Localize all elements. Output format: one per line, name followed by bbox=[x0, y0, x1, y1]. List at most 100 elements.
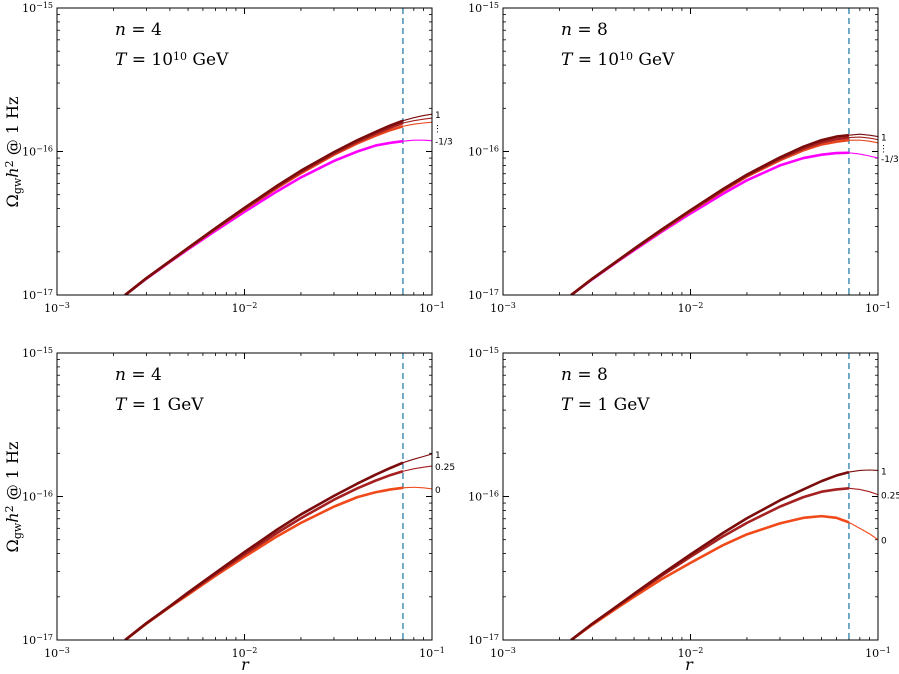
panel-top-right-series-3-label: -1/3 bbox=[881, 155, 899, 165]
panel-top-right-annot-T: T = 1010 GeV bbox=[561, 50, 675, 71]
panel-top-right-x-tick-label-exp: −2 bbox=[692, 301, 704, 310]
panel-bottom-left-y-tick-label-base: 10 bbox=[22, 634, 36, 647]
panel-bottom-right-y-tick-label: 10−16 bbox=[468, 489, 499, 503]
panel-bottom-left-x-tick-label: 10−2 bbox=[232, 646, 258, 660]
panel-bottom-left-y-tick-label: 10−16 bbox=[22, 489, 53, 503]
panel-top-right-series-3-tail bbox=[848, 152, 879, 159]
panel-bottom-left-frame bbox=[56, 352, 433, 641]
panel-top-left-series-0-label: 1 bbox=[435, 111, 441, 121]
panel-top-left-annot-T-val: = 10 bbox=[126, 50, 173, 70]
panel-top-right-x-tick-label: 10−2 bbox=[678, 301, 704, 315]
panel-top-left-series-1-tail bbox=[402, 117, 433, 124]
panel-bottom-left-y-tick-label: 10−15 bbox=[22, 346, 53, 360]
panel-top-right-x-tick-label-base: 10 bbox=[865, 302, 879, 315]
panel-top-left-series-0-tail bbox=[402, 113, 433, 122]
panel-top-left-label-dots: ⋮ bbox=[433, 124, 442, 134]
panel-bottom-left-series-2-tail bbox=[402, 486, 433, 490]
panel-bottom-right-y-tick-label-exp: −15 bbox=[482, 346, 499, 355]
panel-bottom-right-x-tick-label: 10−2 bbox=[678, 646, 704, 660]
panel-top-left-x-tick-label: 10−2 bbox=[232, 301, 258, 315]
panel-top-right-annot-T-var: T bbox=[561, 50, 574, 70]
panel-bottom-right-annot-n-var: n bbox=[561, 365, 572, 385]
panel-bottom-left-annot-n-val: = 4 bbox=[126, 365, 162, 385]
panel-top-right-x-tick-label-exp: −3 bbox=[504, 301, 516, 310]
panel-top-left-series-1-line bbox=[124, 121, 404, 295]
panel-bottom-right-y-tick-label-exp: −17 bbox=[482, 633, 499, 642]
panel-top-left-y-tick-label: 10−17 bbox=[22, 288, 53, 302]
panel-top-left-annot-n: n = 4 bbox=[115, 20, 162, 40]
panel-top-right-y-tick-label: 10−17 bbox=[468, 288, 499, 302]
panel-bottom-left-y-tick-label-base: 10 bbox=[22, 347, 36, 360]
panel-top-left-y-tick-label-base: 10 bbox=[22, 289, 36, 302]
panel-top-left-y-tick-label-base: 10 bbox=[22, 146, 36, 159]
panel-bottom-left-series-0-label: 1 bbox=[435, 451, 441, 461]
panel-top-right-y-tick-label-base: 10 bbox=[468, 289, 482, 302]
panel-bottom-right-x-tick-label: 10−1 bbox=[865, 646, 891, 660]
y-axis-label-top-base: Ω bbox=[3, 194, 22, 207]
panel-top-left-y-tick-label: 10−16 bbox=[22, 144, 53, 158]
panel-top-right-y-tick-label-exp: −15 bbox=[482, 1, 499, 10]
panel-top-right-annot-n-val: = 8 bbox=[572, 20, 608, 40]
panel-bottom-right-series-0-label: 1 bbox=[881, 467, 887, 477]
panel-top-left-y-tick-label-exp: −17 bbox=[36, 288, 53, 297]
panel-bottom-right-x-tick-label-exp: −1 bbox=[879, 646, 891, 655]
panel-bottom-left-x-tick-label: 10−3 bbox=[44, 646, 70, 660]
panel-top-left-x-tick-label-exp: −1 bbox=[433, 301, 445, 310]
panel-top-right-series-0-line bbox=[570, 133, 850, 295]
panel-bottom-left-x-tick-label-base: 10 bbox=[232, 647, 246, 660]
panel-top-right-annot-n-var: n bbox=[561, 20, 572, 40]
panel-top-right-x-tick-label-base: 10 bbox=[490, 302, 504, 315]
panel-bottom-right-y-tick-label: 10−15 bbox=[468, 346, 499, 360]
panel-top-left-annot-T: T = 1010 GeV bbox=[115, 50, 229, 71]
panel-bottom-right-annot-n: n = 8 bbox=[561, 365, 608, 385]
panel-top-left-series-3-tail bbox=[402, 139, 433, 142]
y-axis-label-bottom-sub: gw bbox=[11, 522, 24, 539]
panel-top-right-annot-T-unit: GeV bbox=[633, 50, 675, 70]
panel-top-right-annot-n: n = 8 bbox=[561, 20, 608, 40]
panel-bottom-left-x-tick-label-exp: −1 bbox=[433, 646, 445, 655]
panel-top-left-y-tick-label-exp: −16 bbox=[36, 144, 53, 153]
panel-bottom-right-y-tick-label: 10−17 bbox=[468, 633, 499, 647]
panel-bottom-right-x-tick-label-base: 10 bbox=[490, 647, 504, 660]
panel-top-right-series-1-line bbox=[570, 136, 850, 295]
panel-bottom-left-annot-T: T = 1 GeV bbox=[115, 395, 204, 415]
panel-top-right-x-tick-label: 10−1 bbox=[865, 301, 891, 315]
panel-top-right-annot-T-val: = 10 bbox=[572, 50, 619, 70]
panel-top-right-annot-T-exp: 10 bbox=[619, 50, 633, 63]
y-axis-label-bottom-sup: 2 bbox=[3, 505, 16, 512]
panel-top-left-series-3-label: -1/3 bbox=[435, 138, 453, 148]
y-axis-label-top-sub: gw bbox=[11, 177, 24, 194]
panel-top-right-x-tick-label-exp: −1 bbox=[879, 301, 891, 310]
y-axis-label-top-sup: 2 bbox=[3, 160, 16, 167]
panel-bottom-right-series-0-tail bbox=[848, 469, 879, 473]
panel-top-right-series-2-line bbox=[570, 138, 850, 295]
panel-bottom-left-y-tick-label-exp: −16 bbox=[36, 489, 53, 498]
panel-bottom-right-x-tick-label: 10−3 bbox=[490, 646, 516, 660]
panel-top-right-label-dots: ⋮ bbox=[879, 144, 888, 154]
panel-top-left-y-tick-label-base: 10 bbox=[22, 2, 36, 15]
panel-bottom-right-annot-T-val: = 1 GeV bbox=[572, 395, 650, 415]
panel-top-right-x-tick-label: 10−3 bbox=[490, 301, 516, 315]
panel-bottom-left-x-tick-label: 10−1 bbox=[419, 646, 445, 660]
panel-top-right-y-tick-label-exp: −16 bbox=[482, 144, 499, 153]
panel-bottom-right-series-1-line bbox=[570, 487, 850, 640]
panel-top-right-series-2-tail bbox=[848, 139, 879, 144]
panel-top-left-y-tick-label: 10−15 bbox=[22, 1, 53, 15]
panel-bottom-left-y-tick-label: 10−17 bbox=[22, 633, 53, 647]
panel-bottom-left-y-tick-label-base: 10 bbox=[22, 491, 36, 504]
panel-bottom-right-series-1-label: 0.25 bbox=[881, 492, 899, 502]
y-axis-label-bottom-base: Ω bbox=[3, 539, 22, 552]
panel-bottom-right-frame bbox=[502, 352, 879, 641]
panel-top-right-series-3-line bbox=[570, 151, 849, 295]
panel-top-right-series-1-tail bbox=[848, 136, 879, 141]
panel-bottom-right-y-tick-label-base: 10 bbox=[468, 347, 482, 360]
panel-bottom-right-series-2-line bbox=[570, 514, 850, 640]
panel-top-right-series-0-tail bbox=[848, 133, 879, 138]
panel-bottom-left-x-tick-label-base: 10 bbox=[419, 647, 433, 660]
panel-bottom-right-y-tick-label-base: 10 bbox=[468, 634, 482, 647]
panel-top-left-y-tick-label-exp: −15 bbox=[36, 1, 53, 10]
